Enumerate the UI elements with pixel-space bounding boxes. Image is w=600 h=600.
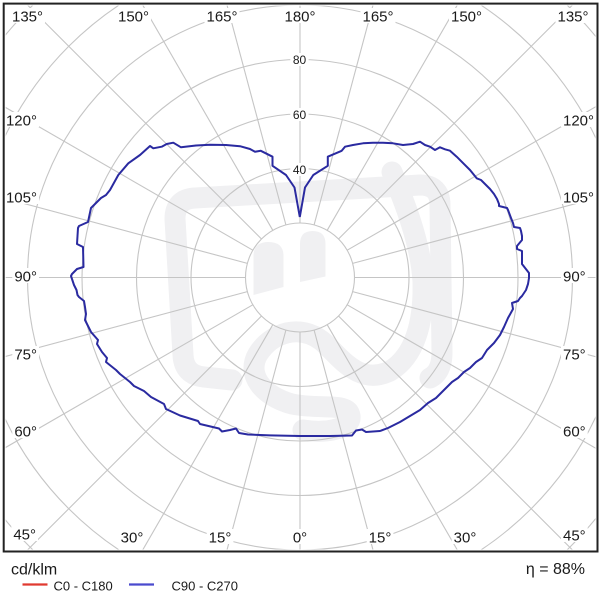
svg-text:165°: 165° [206,8,237,25]
svg-text:105°: 105° [6,189,37,206]
svg-text:30°: 30° [454,529,477,546]
svg-text:C0 - C180: C0 - C180 [54,579,113,594]
svg-text:150°: 150° [118,8,149,25]
svg-text:120°: 120° [6,112,37,129]
svg-text:90°: 90° [14,268,37,285]
svg-text:60°: 60° [14,423,37,440]
svg-text:80: 80 [293,53,307,67]
svg-text:180°: 180° [284,8,315,25]
svg-text:75°: 75° [14,346,37,363]
svg-text:105°: 105° [563,189,594,206]
svg-text:30°: 30° [121,529,144,546]
svg-text:165°: 165° [362,8,393,25]
svg-text:60°: 60° [563,423,586,440]
svg-text:0°: 0° [293,529,307,546]
svg-text:75°: 75° [563,346,586,363]
svg-text:135°: 135° [557,8,588,25]
svg-text:120°: 120° [563,112,594,129]
svg-text:60: 60 [293,108,307,122]
svg-text:η = 88%: η = 88% [526,561,585,578]
svg-text:15°: 15° [369,529,392,546]
svg-text:150°: 150° [451,8,482,25]
svg-text:135°: 135° [12,8,43,25]
svg-text:45°: 45° [13,526,36,543]
svg-text:C90 - C270: C90 - C270 [172,579,238,594]
svg-text:90°: 90° [563,268,586,285]
svg-text:15°: 15° [209,529,232,546]
svg-text:cd/klm: cd/klm [11,562,57,579]
svg-text:45°: 45° [563,527,586,544]
svg-text:40: 40 [293,163,307,177]
